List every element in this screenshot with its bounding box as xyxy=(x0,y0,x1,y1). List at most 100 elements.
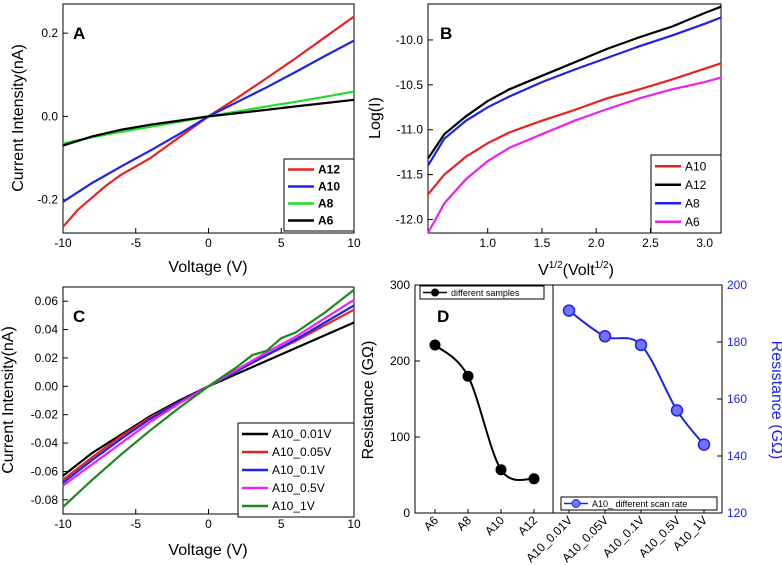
pC-legend-label: A10_1V xyxy=(272,499,315,513)
pD-xtick-left-label: A12 xyxy=(515,513,540,538)
pB-xtick-label: 3.0 xyxy=(696,236,713,250)
pA-ytick-label: -0.2 xyxy=(37,193,58,207)
panel-b-xlabel-sup2: 1/2 xyxy=(595,260,609,271)
pC-ytick-label: 0.04 xyxy=(35,323,59,337)
pC-legend-label: A10_0.5V xyxy=(272,481,325,495)
pD-ytick-right-label: 180 xyxy=(727,335,747,349)
pD-point-right xyxy=(670,404,684,417)
pC-legend-label: A10_0.01V xyxy=(272,427,331,441)
pD-ytick-right-label: 160 xyxy=(727,392,747,406)
pD-legend-left xyxy=(419,285,545,300)
pA-xtick-label: 10 xyxy=(347,236,361,250)
pD-ytick-left-label: 100 xyxy=(390,430,410,444)
panel-c-ylabel: Current Intensity(nA) xyxy=(0,326,17,474)
pC-xtick-label: -10 xyxy=(54,517,72,531)
pA-legend-label: A6 xyxy=(318,214,334,228)
pB-legend xyxy=(650,154,722,234)
pD-ytick-right-label: 120 xyxy=(727,506,747,520)
pD-legend-left-marker xyxy=(431,288,439,297)
panel-a-ylabel: Current Intensity(nA) xyxy=(10,44,27,192)
panel-b-letter: B xyxy=(440,24,452,43)
pA-xtick-label: 0 xyxy=(205,236,212,250)
pB-series-a10 xyxy=(427,62,722,196)
panel-b-xlabel-end: ) xyxy=(609,262,614,279)
pA-legend-label: A10 xyxy=(318,180,340,194)
pD-point-left xyxy=(462,370,474,382)
pC-series-a10-1v xyxy=(62,288,355,508)
panel-b: 1.0 1.5 2.0 2.5 3.0 -12.0 -11.5 -11.0 -10.5 -10.0… xyxy=(367,3,722,279)
pD-ytick-right-label: 140 xyxy=(727,449,747,463)
pB-legend-label: A10 xyxy=(685,159,707,173)
panel-b-xlabel-mid: (Volt xyxy=(563,262,596,279)
pA-series-a12 xyxy=(62,15,355,228)
pB-ytick-label: -11.5 xyxy=(397,168,424,182)
panel-a-xlabel: Voltage (V) xyxy=(168,259,247,276)
pA-series-a6 xyxy=(62,98,355,147)
pC-ytick-label: -0.06 xyxy=(31,464,59,478)
panel-b-xlabel: V1/2(Volt1/2) xyxy=(538,260,614,279)
pD-xtick-left-label: A6 xyxy=(421,513,442,534)
panel-b-frame xyxy=(427,3,722,234)
pC-ytick-label: 0.02 xyxy=(35,351,59,365)
pD-ytick-right-label: 200 xyxy=(727,278,747,292)
pD-line-left xyxy=(434,344,535,482)
pB-ytick-label: -10.0 xyxy=(396,33,424,47)
pD-ytick-left-label: 300 xyxy=(390,278,410,292)
pD-legend-left-label: different samples xyxy=(451,288,520,298)
pD-point-right xyxy=(598,330,612,343)
panel-c-xlabel: Voltage (V) xyxy=(168,542,247,559)
pA-legend-label: A8 xyxy=(318,197,334,211)
pB-series-a6 xyxy=(427,76,722,234)
panel-a-letter: A xyxy=(73,24,85,43)
pD-legend-right xyxy=(560,496,718,511)
pA-xtick-label: -10 xyxy=(54,236,72,250)
panel-d-frame xyxy=(414,284,723,514)
pA-ytick-label: 0.2 xyxy=(41,26,58,40)
pB-xtick-label: 2.5 xyxy=(642,236,659,250)
pB-legend-label: A6 xyxy=(685,215,700,229)
pA-xtick-label: -5 xyxy=(130,236,141,250)
pD-legend-right-marker xyxy=(571,499,581,508)
pB-legend-label: A8 xyxy=(685,196,700,210)
panel-c: -10 -5 0 5 10 -0.08 -0.06 -0.04 -0.02 0.00 0.02 0.0… xyxy=(0,286,361,559)
pB-xtick-label: 1.0 xyxy=(479,236,496,250)
pD-point-right xyxy=(697,438,711,451)
pC-xtick-label: 10 xyxy=(347,517,361,531)
pC-ytick-label: -0.02 xyxy=(31,408,59,422)
pA-xtick-label: 5 xyxy=(278,236,285,250)
pC-ytick-label: 0.00 xyxy=(35,379,59,393)
pB-ytick-label: -10.5 xyxy=(396,78,424,92)
pD-point-right xyxy=(562,304,576,317)
pC-legend-label: A10_0.05V xyxy=(272,445,331,459)
panel-d-ylabel-left: Resistance (GΩ) xyxy=(360,341,377,460)
panel-a: -10 -5 0 5 10 -0.2 0.0 0.2 A Voltage (V) Curren… xyxy=(10,3,361,276)
pC-ytick-label: -0.08 xyxy=(31,493,59,507)
panel-b-xlabel-sup1: 1/2 xyxy=(549,260,563,271)
pC-ytick-label: -0.04 xyxy=(31,436,59,450)
pA-ytick-label: 0.0 xyxy=(41,109,58,123)
pC-xtick-label: 5 xyxy=(278,517,285,531)
pD-legend-right-label: A10_ different scan rate xyxy=(592,499,687,509)
panel-b-xlabel-main: V xyxy=(538,262,549,279)
pA-legend-label: A12 xyxy=(318,163,340,177)
pB-xtick-label: 2.0 xyxy=(588,236,605,250)
pC-legend-label: A10_0.1V xyxy=(272,463,325,477)
pD-point-left xyxy=(495,464,507,476)
pC-xtick-label: 0 xyxy=(205,517,212,531)
panel-d-ylabel-right: Resistance (GΩ) xyxy=(768,341,782,460)
pD-point-right xyxy=(634,338,648,352)
pA-legend xyxy=(283,158,355,232)
pB-ytick-label: -12.0 xyxy=(396,213,424,227)
pB-series-a8 xyxy=(427,16,722,167)
pD-ytick-left-label: 200 xyxy=(390,354,410,368)
panel-b-ylabel: Log(I) xyxy=(367,97,384,139)
pB-series-a12 xyxy=(427,5,722,160)
panel-d-letter: D xyxy=(437,307,449,326)
pD-point-left xyxy=(528,473,540,485)
pB-ytick-label: -11.0 xyxy=(397,123,424,137)
pD-line-right xyxy=(568,309,705,446)
pB-legend-label: A12 xyxy=(685,178,707,192)
pC-xtick-label: -5 xyxy=(130,517,141,531)
